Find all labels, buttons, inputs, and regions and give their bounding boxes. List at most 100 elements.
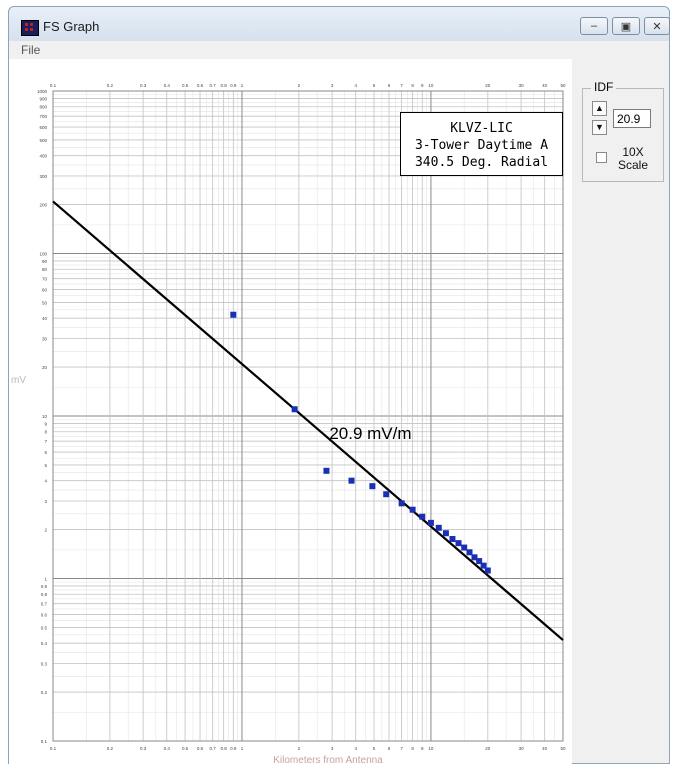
arrow-down-icon: ▼ — [595, 122, 604, 132]
maximize-icon: ▣ — [620, 20, 632, 33]
legend-pattern: 3-Tower Daytime A — [414, 138, 549, 153]
fs-graph-window: FS Graph – ▣ ✕ File 0.1 0.2 0.3 0.4 0.5 0.6 0.… — [8, 6, 670, 764]
y-axis-label: mV — [11, 375, 26, 386]
scale-10x-label-line2: Scale — [617, 158, 649, 172]
y-tick-label: 4 — [44, 479, 47, 484]
y-tick-label: 0.8 — [41, 592, 48, 597]
idf-group: IDF ▲ ▼ 10X Scale — [582, 80, 664, 182]
x-tick-label-bottom: 5 — [373, 746, 376, 751]
maximize-button[interactable]: ▣ — [612, 17, 640, 35]
y-tick-label: 0.3 — [41, 661, 48, 666]
data-point — [484, 567, 491, 574]
y-tick-label: 80 — [42, 267, 48, 272]
x-tick-label-top: 10 — [428, 83, 434, 88]
y-tick-label: 400 — [39, 154, 47, 159]
x-tick-label-bottom: 10 — [428, 746, 434, 751]
x-tick-label-bottom: 0.5 — [182, 746, 189, 751]
x-tick-label-bottom: 0.3 — [140, 746, 147, 751]
x-tick-label-bottom: 2 — [298, 746, 301, 751]
fs-graph-app-icon — [21, 20, 39, 36]
menu-file[interactable]: File — [21, 43, 41, 57]
legend-radial: 340.5 Deg. Radial — [414, 155, 549, 170]
tick-labels: 0.10.20.30.40.50.60.70.80.91234567891020… — [37, 83, 566, 751]
data-point — [476, 558, 483, 565]
y-tick-label: 70 — [42, 277, 48, 282]
x-tick-label-top: 30 — [519, 83, 525, 88]
data-point — [480, 562, 487, 569]
x-tick-label-bottom: 0.2 — [107, 746, 114, 751]
x-axis-label: Kilometers from Antenna — [273, 755, 383, 764]
data-point — [348, 477, 355, 484]
x-tick-label-top: 7 — [400, 83, 403, 88]
y-tick-label: 50 — [42, 300, 48, 305]
x-tick-label-top: 0.2 — [107, 83, 114, 88]
y-tick-label: 9 — [44, 421, 47, 426]
x-tick-label-top: 5 — [373, 83, 376, 88]
x-tick-label-top: 0.3 — [140, 83, 147, 88]
x-tick-label-bottom: 0.4 — [164, 746, 171, 751]
x-tick-label-bottom: 9 — [421, 746, 424, 751]
data-point — [291, 406, 298, 413]
idf-increment-button[interactable]: ▲ — [592, 101, 607, 116]
x-tick-label-top: 0.4 — [164, 83, 171, 88]
y-tick-label: 60 — [42, 288, 48, 293]
y-tick-label: 7 — [44, 439, 47, 444]
y-tick-label: 0.5 — [41, 625, 48, 630]
y-tick-label: 0.4 — [41, 641, 48, 646]
x-tick-label-bottom: 1 — [241, 746, 244, 751]
x-tick-label-top: 9 — [421, 83, 424, 88]
x-tick-label-top: 0.1 — [50, 83, 57, 88]
x-tick-label-bottom: 30 — [519, 746, 525, 751]
data-point — [449, 536, 456, 543]
x-tick-label-top: 8 — [411, 83, 414, 88]
x-tick-label-top: 4 — [354, 83, 357, 88]
x-tick-label-bottom: 40 — [542, 746, 548, 751]
x-tick-label-top: 1 — [241, 83, 244, 88]
x-tick-label-top: 0.7 — [210, 83, 217, 88]
arrow-up-icon: ▲ — [595, 103, 604, 113]
title-bar[interactable]: FS Graph – ▣ ✕ — [9, 7, 670, 41]
close-icon: ✕ — [652, 20, 662, 33]
x-tick-label-bottom: 0.6 — [197, 746, 204, 751]
y-tick-label: 200 — [39, 203, 47, 208]
y-tick-label: 1000 — [37, 89, 48, 94]
fs-graph-chart: 0.10.20.30.40.50.60.70.80.91234567891020… — [9, 59, 572, 764]
x-tick-label-bottom: 3 — [331, 746, 334, 751]
y-tick-label: 90 — [42, 259, 48, 264]
y-tick-label: 20 — [42, 365, 48, 370]
x-tick-label-bottom: 0.9 — [230, 746, 237, 751]
y-tick-label: 800 — [39, 105, 47, 110]
x-tick-label-top: 50 — [560, 83, 566, 88]
idf-decrement-button[interactable]: ▼ — [592, 120, 607, 135]
y-tick-label: 8 — [44, 430, 47, 435]
data-point — [466, 549, 473, 556]
data-point — [323, 467, 330, 474]
close-button[interactable]: ✕ — [644, 17, 670, 35]
x-tick-label-top: 0.6 — [197, 83, 204, 88]
station-legend: KLVZ-LIC 3-Tower Daytime A 340.5 Deg. Ra… — [400, 112, 563, 176]
y-tick-label: 5 — [44, 463, 47, 468]
y-tick-label: 2 — [44, 528, 47, 533]
x-tick-label-top: 0.8 — [221, 83, 228, 88]
y-tick-label: 0.1 — [41, 739, 48, 744]
x-tick-label-top: 6 — [388, 83, 391, 88]
x-tick-label-bottom: 0.7 — [210, 746, 217, 751]
window-title: FS Graph — [43, 19, 100, 34]
scale-10x-checkbox[interactable] — [596, 152, 607, 163]
data-point — [369, 483, 376, 490]
client-area: 0.1 0.2 0.3 0.4 0.5 0.6 0.7 0.8 0.9 1 2 3 4 5 6 7 8 9 10 20… — [9, 59, 669, 764]
x-tick-label-top: 0.9 — [230, 83, 237, 88]
y-tick-label: 300 — [39, 174, 47, 179]
idf-label: IDF — [591, 80, 617, 94]
plot-frame — [52, 90, 564, 742]
y-tick-label: 900 — [39, 96, 47, 101]
y-tick-label: 6 — [44, 450, 47, 455]
data-points — [230, 311, 491, 574]
y-tick-label: 10 — [42, 414, 48, 419]
data-point — [419, 513, 426, 520]
minimize-button[interactable]: – — [580, 17, 608, 35]
idf-value-input[interactable] — [613, 109, 651, 128]
data-point — [471, 554, 478, 561]
plot-background — [9, 59, 572, 764]
x-tick-label-top: 3 — [331, 83, 334, 88]
